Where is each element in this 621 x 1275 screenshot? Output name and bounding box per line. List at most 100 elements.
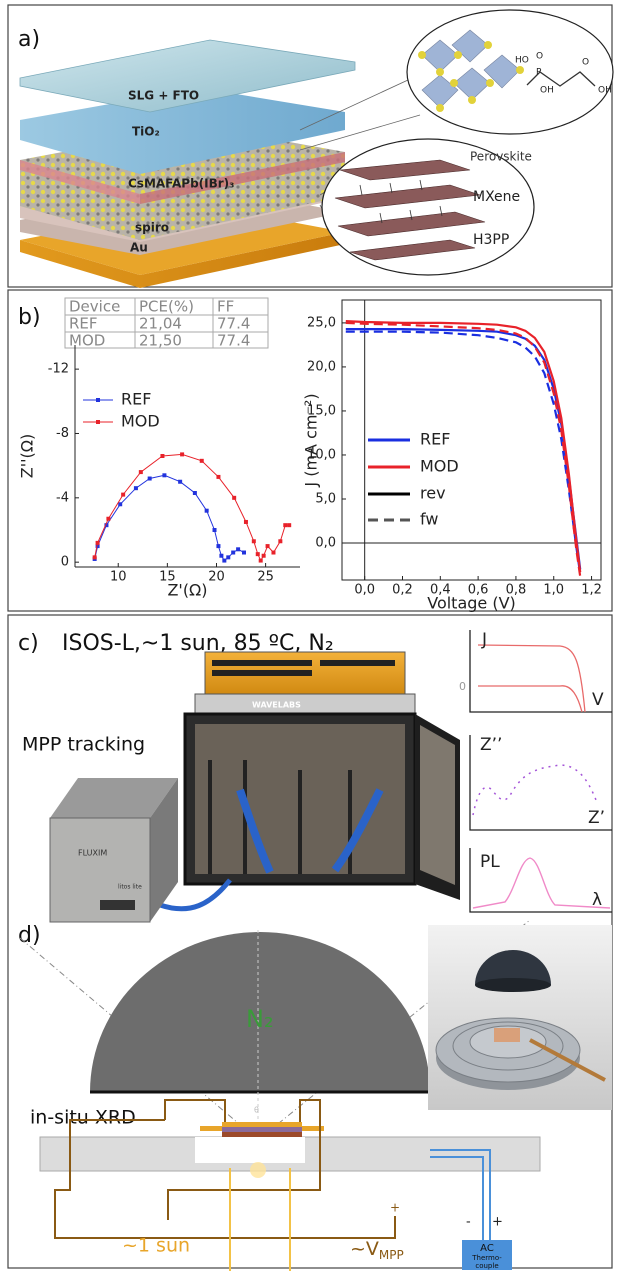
marker: [104, 523, 109, 528]
sketch-label: 0: [459, 680, 466, 693]
setup-label: in-situ XRD: [30, 1107, 136, 1129]
molecules: [359, 179, 443, 224]
y-tick-label: 25,0: [307, 315, 336, 330]
atom-label: P: [536, 68, 542, 78]
marker: [204, 508, 209, 513]
panel-label: c): [18, 631, 39, 656]
legend-marker: [96, 398, 100, 402]
sketch-label: Z’: [588, 808, 605, 828]
x-tick-label: 25: [257, 570, 274, 585]
x-axis-label: Voltage (V): [427, 594, 516, 613]
legend-label: MOD: [420, 457, 459, 476]
marker: [243, 519, 248, 524]
gas-label: N₂: [246, 1005, 274, 1033]
sketch-axes: [469, 630, 612, 913]
marker: [118, 502, 123, 507]
sketch-label: Z’’: [480, 735, 502, 755]
legend-marker: [96, 420, 100, 424]
marker: [236, 547, 241, 552]
panel-label: b): [18, 305, 41, 330]
stage-render: [428, 925, 612, 1110]
marker: [162, 473, 167, 478]
legend-label: MOD: [121, 412, 160, 431]
legend-label: rev: [420, 484, 446, 503]
x-tick-label: 10: [110, 570, 127, 585]
sketch-curve: [472, 857, 611, 909]
table-header: PCE(%): [139, 298, 194, 316]
sketch-curve: [472, 764, 597, 816]
marker: [106, 516, 111, 521]
x-tick-label: 1,0: [543, 583, 564, 598]
sign-label: +: [390, 1201, 400, 1215]
layer-label: CsMAFAPb(IBr)₃: [128, 177, 234, 191]
brand-label: FLUXIM: [78, 849, 107, 858]
table-header: FF: [217, 298, 234, 316]
legend-label: REF: [121, 390, 151, 409]
interface-label: Perovskite: [470, 150, 532, 164]
voltage-main: ~V: [350, 1238, 379, 1260]
marker: [160, 454, 165, 458]
atoms: [418, 41, 524, 112]
x-tick-label: 0,6: [468, 583, 489, 598]
marker: [216, 544, 221, 549]
thermo-label: Thermo-: [471, 1254, 502, 1262]
marker: [231, 550, 236, 555]
panel-label: a): [18, 27, 40, 52]
y-tick-label: 20,0: [307, 359, 336, 374]
layer-label: SLG + FTO: [128, 89, 199, 103]
temperature-label: 85 °C: [225, 1141, 275, 1162]
light-label: ~1 sun: [122, 1235, 190, 1257]
marker: [258, 558, 263, 563]
table-cell: MOD: [69, 332, 105, 350]
table-cell: 21,50: [139, 332, 182, 350]
marker: [287, 523, 292, 528]
marker: [92, 555, 97, 560]
sketch-curve: [477, 644, 586, 713]
marker: [147, 476, 152, 481]
marker: [278, 539, 283, 544]
layer-label: Au: [130, 241, 148, 255]
atom-label: OH: [598, 86, 612, 96]
marker: [180, 452, 185, 457]
brand-label: WAVELABS: [252, 701, 301, 710]
marker: [255, 552, 260, 557]
y-axis-label: Z''(Ω): [18, 434, 37, 478]
thermo-label: couple: [475, 1262, 498, 1270]
legend-label: fw: [420, 510, 438, 529]
marker: [138, 470, 143, 475]
jv-curve: [345, 330, 582, 574]
octahedra: [421, 29, 521, 109]
marker: [261, 553, 266, 558]
table-grid: [64, 297, 269, 349]
x-tick-label: 15: [159, 570, 176, 585]
sign-label: +: [492, 1215, 503, 1230]
x-tick-label: 0,4: [430, 583, 451, 598]
panel-label: d): [18, 923, 41, 948]
brand-label: litos lite: [118, 884, 142, 891]
y-tick-label: 0,0: [315, 536, 336, 551]
marker: [199, 458, 204, 463]
jv-curve: [345, 320, 582, 573]
marker: [178, 479, 183, 484]
x-tick-label: 0,0: [354, 583, 375, 598]
y-tick-label: -4: [56, 490, 69, 505]
interface-label: H3PP: [473, 232, 509, 248]
marker: [265, 544, 270, 549]
stage: [39, 1099, 541, 1271]
y-tick-label: -8: [56, 426, 69, 441]
y-tick-label: 15,0: [307, 403, 336, 418]
y-axis-label: J (mA cm⁻²): [302, 393, 321, 487]
table-cell: 21,04: [139, 315, 182, 333]
y-tick-label: 5,0: [315, 491, 336, 506]
atom-label: O: [582, 58, 589, 68]
marker: [241, 550, 246, 555]
y-tick-label: 10,0: [307, 447, 336, 462]
table-cell: 77.4: [217, 315, 250, 333]
voltage-sub: MPP: [379, 1248, 404, 1262]
setup-label: MPP tracking: [22, 734, 145, 756]
sign-label: -: [466, 1215, 471, 1230]
marker: [192, 491, 197, 495]
angle-label: θ: [254, 1106, 259, 1115]
voltage-label: ~VMPP: [350, 1238, 404, 1262]
